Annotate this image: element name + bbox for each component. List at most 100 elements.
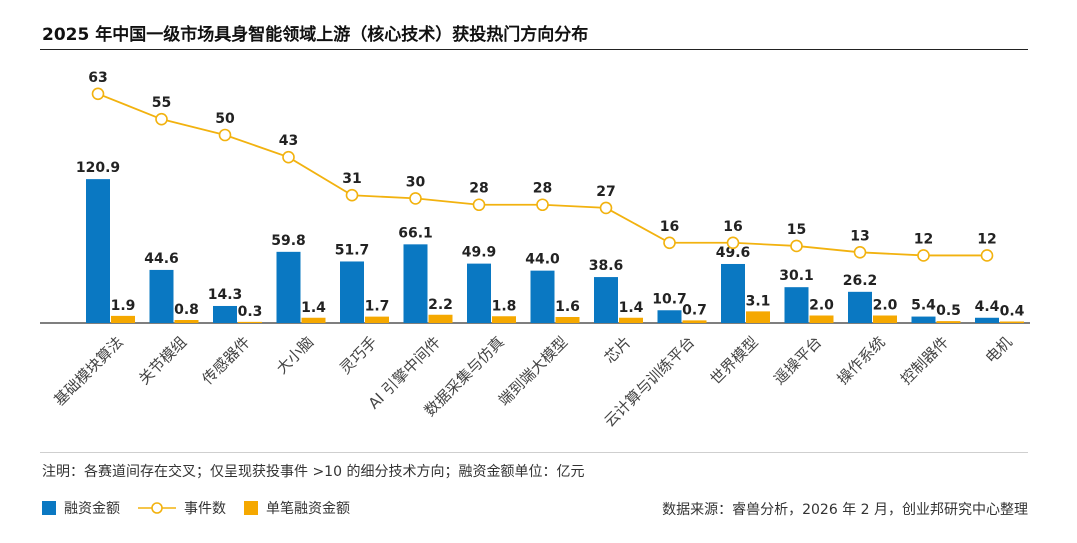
- bar-financing: [721, 263, 745, 323]
- label-financing: 49.6: [716, 245, 751, 261]
- label-financing: 38.6: [589, 258, 624, 274]
- tick-label-category: 世界模型: [707, 333, 762, 388]
- label-per-deal: 0.3: [238, 304, 263, 320]
- label-financing: 44.0: [525, 252, 560, 268]
- bar-per-deal: [809, 315, 834, 323]
- label-financing: 26.2: [843, 273, 878, 289]
- label-per-deal: 0.5: [936, 303, 961, 319]
- label-events: 13: [850, 228, 869, 244]
- bar-per-deal: [111, 315, 135, 323]
- point-events: [790, 239, 803, 253]
- point-events: [917, 249, 930, 262]
- chart-note: 注明：各赛道间存在交叉；仅呈现获投事件 >10 的细分技术方向；融资金额单位：亿…: [42, 464, 585, 480]
- label-events: 31: [342, 171, 361, 187]
- bar-financing: [975, 317, 999, 323]
- bar-per-deal: [428, 314, 453, 323]
- label-financing: 120.9: [76, 160, 120, 176]
- label-financing: 51.7: [335, 242, 370, 258]
- legend-per-deal-swatch: [244, 501, 258, 515]
- note-divider: [40, 452, 1028, 453]
- bar-financing: [149, 269, 174, 323]
- label-events: 28: [469, 181, 488, 197]
- bar-financing: [213, 305, 237, 323]
- label-financing: 66.1: [398, 225, 433, 241]
- label-events: 30: [406, 174, 426, 190]
- chart-legend: 融资金额 事件数 单笔融资金额: [42, 498, 368, 518]
- label-events: 16: [660, 219, 679, 235]
- legend-financing: 融资金额: [42, 498, 120, 518]
- label-per-deal: 1.7: [365, 299, 390, 315]
- label-events: 43: [279, 133, 298, 149]
- bar-per-deal: [238, 321, 262, 323]
- bar-per-deal: [301, 317, 326, 323]
- label-per-deal: 0.8: [174, 302, 199, 318]
- point-events: [853, 245, 867, 259]
- label-per-deal: 1.8: [492, 298, 517, 314]
- bar-per-deal: [492, 316, 516, 323]
- bar-financing: [86, 179, 110, 323]
- point-events: [155, 112, 168, 126]
- point-events: [218, 128, 232, 142]
- label-events: 55: [152, 95, 171, 111]
- point-events: [980, 249, 994, 262]
- tick-label-category: 大小脑: [273, 333, 318, 378]
- label-per-deal: 1.6: [555, 299, 580, 315]
- legend-per-deal-label: 单笔融资金额: [266, 501, 350, 517]
- bar-financing: [911, 316, 936, 323]
- label-events: 27: [596, 184, 615, 200]
- bar-financing: [594, 277, 618, 323]
- legend-events-label: 事件数: [184, 501, 226, 517]
- label-events: 12: [977, 231, 996, 247]
- point-events: [472, 198, 486, 212]
- point-events: [282, 150, 295, 164]
- bar-financing: [848, 291, 872, 323]
- point-events: [345, 188, 359, 202]
- label-per-deal: 3.1: [746, 293, 771, 309]
- legend-financing-label: 融资金额: [64, 501, 120, 517]
- chart-area: 120.9 1.9 基础模块算法 44.6 0.8 关节模组 14.30.3 传感器件 59.8…: [40, 70, 1030, 431]
- bar-financing: [530, 270, 555, 323]
- point-events: [91, 87, 105, 101]
- label-per-deal: 1.4: [301, 300, 326, 316]
- point-events: [663, 236, 676, 250]
- data-source: 数据来源：睿兽分析，2026 年 2 月，创业邦研究中心整理: [662, 502, 1028, 518]
- label-financing: 59.8: [271, 233, 306, 249]
- label-per-deal: 0.4: [1000, 304, 1025, 320]
- bar-per-deal: [365, 316, 389, 323]
- label-events: 15: [787, 222, 806, 238]
- label-events: 16: [723, 219, 742, 235]
- legend-per-deal: 单笔融资金额: [244, 498, 350, 518]
- bar-per-deal: [873, 315, 897, 323]
- bar-per-deal: [746, 311, 770, 323]
- tick-label-category: 传感器件: [199, 333, 254, 388]
- bar-per-deal: [936, 321, 961, 323]
- label-events: 50: [215, 111, 235, 127]
- point-events: [536, 198, 549, 212]
- label-financing: 30.1: [779, 268, 814, 284]
- label-events: 63: [88, 70, 107, 86]
- legend-financing-swatch: [42, 501, 56, 515]
- bar-financing: [657, 310, 682, 323]
- tick-label-category: 灵巧手: [336, 333, 381, 378]
- label-financing: 5.4: [911, 298, 936, 314]
- point-events: [599, 201, 613, 215]
- tick-label-category: 控制器件: [897, 333, 952, 388]
- point-events: [726, 236, 740, 250]
- tick-label-category: 操作系统: [834, 333, 889, 388]
- bar-financing: [276, 251, 301, 323]
- label-per-deal: 2.0: [809, 298, 834, 314]
- label-financing: 4.4: [975, 299, 1000, 315]
- tick-label-category: 遥操平台: [770, 333, 825, 388]
- tick-label-category: 电机: [982, 333, 1016, 367]
- tick-label-category: 芯片: [601, 333, 635, 367]
- label-per-deal: 0.7: [682, 302, 707, 318]
- label-events: 12: [914, 231, 933, 247]
- label-events: 28: [533, 181, 552, 197]
- bar-financing: [784, 287, 809, 323]
- bar-per-deal: [682, 320, 707, 323]
- legend-events-swatch: [138, 502, 176, 514]
- label-financing: 10.7: [652, 291, 687, 307]
- bar-per-deal: [555, 317, 580, 323]
- chart-title: 2025 年中国一级市场具身智能领域上游（核心技术）获投热门方向分布: [42, 25, 589, 45]
- bar-per-deal: [1000, 321, 1024, 323]
